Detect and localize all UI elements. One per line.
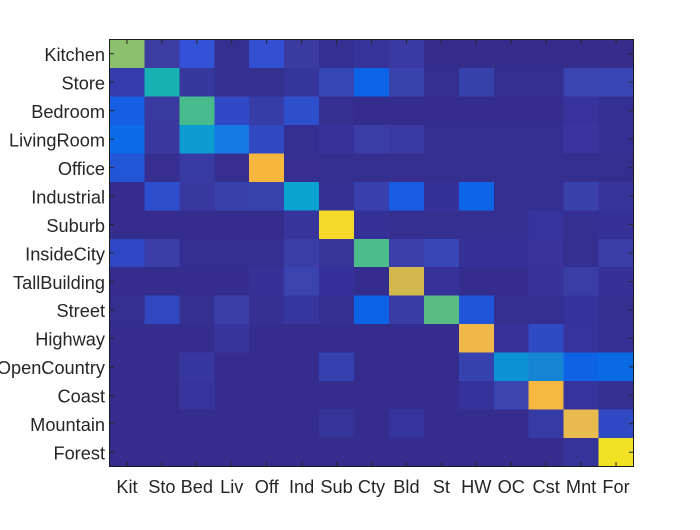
- svg-text:Bld: Bld: [393, 477, 419, 497]
- svg-text:Ind: Ind: [289, 477, 314, 497]
- svg-text:OpenCountry: OpenCountry: [0, 358, 106, 378]
- svg-text:Mountain: Mountain: [30, 415, 105, 435]
- svg-text:InsideCity: InsideCity: [25, 244, 106, 264]
- svg-text:Cty: Cty: [358, 477, 386, 497]
- svg-text:Coast: Coast: [57, 387, 105, 407]
- svg-text:Street: Street: [56, 301, 105, 321]
- svg-text:Sto: Sto: [148, 477, 175, 497]
- svg-text:Bedroom: Bedroom: [31, 102, 105, 122]
- svg-text:St: St: [433, 477, 450, 497]
- svg-text:Forest: Forest: [53, 444, 105, 464]
- svg-text:Mnt: Mnt: [566, 477, 596, 497]
- svg-text:Suburb: Suburb: [46, 216, 105, 236]
- svg-text:Highway: Highway: [35, 330, 106, 350]
- svg-text:Bed: Bed: [181, 477, 213, 497]
- svg-text:OC: OC: [498, 477, 525, 497]
- svg-text:TallBuilding: TallBuilding: [13, 273, 105, 293]
- svg-text:HW: HW: [461, 477, 492, 497]
- svg-text:For: For: [602, 477, 629, 497]
- svg-text:Store: Store: [62, 74, 105, 94]
- svg-text:Liv: Liv: [220, 477, 244, 497]
- svg-text:Off: Off: [255, 477, 280, 497]
- svg-text:Sub: Sub: [320, 477, 352, 497]
- svg-text:LivingRoom: LivingRoom: [9, 130, 105, 150]
- svg-text:Kitchen: Kitchen: [44, 45, 105, 65]
- svg-text:Cst: Cst: [533, 477, 560, 497]
- svg-text:Office: Office: [58, 159, 105, 179]
- svg-text:Kit: Kit: [116, 477, 137, 497]
- svg-text:Industrial: Industrial: [31, 187, 105, 207]
